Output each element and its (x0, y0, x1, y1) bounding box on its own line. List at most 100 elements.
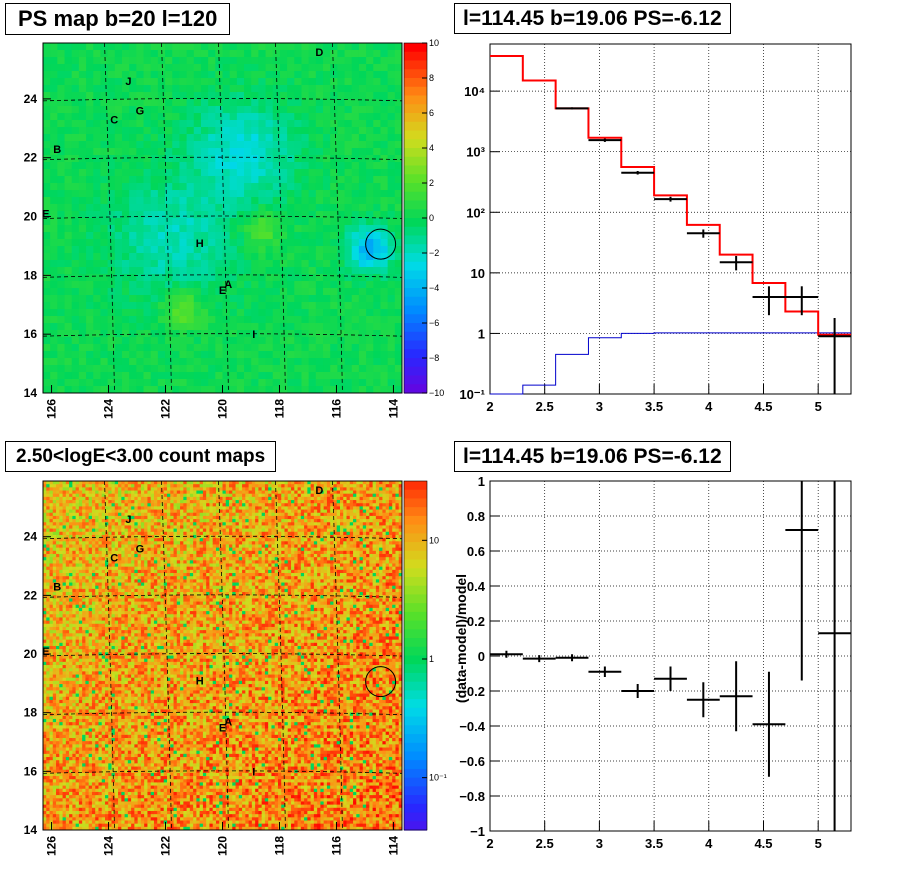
source-label: E (219, 722, 226, 734)
y-tick-label: 20 (24, 647, 38, 661)
source-label: G (136, 106, 145, 118)
source-label: D (315, 485, 323, 497)
x-tick-label: 4 (705, 399, 713, 414)
y-tick-label: 10³ (466, 145, 485, 160)
y-tick-label: 18 (24, 268, 38, 282)
colorbar-tick-label: 6 (429, 108, 434, 118)
x-tick-label: 3.5 (645, 836, 663, 851)
spectrum-chart: 2 2.5 3 3.5 4 4.5 5 10⁴ 10³ 10² 10 1 10⁻¹ (449, 0, 898, 437)
x-tick-label: 126 (45, 399, 59, 419)
source-label: J (125, 76, 131, 88)
y-tick-label: 10⁻¹ (459, 387, 485, 402)
colorbar (404, 481, 427, 831)
x-tick-label: 3 (596, 399, 603, 414)
y-tick-label: 1 (478, 326, 485, 341)
y-tick-label: 16 (24, 327, 38, 341)
x-tick-label: 114 (386, 836, 400, 856)
x-tick-label: 4 (705, 836, 713, 851)
source-label: C (110, 114, 118, 126)
y-tick-label: 1 (478, 474, 485, 489)
source-label: E (219, 285, 226, 297)
y-tick-label: 16 (24, 764, 38, 778)
y-tick-label: 0.6 (467, 544, 485, 559)
source-label: B (53, 144, 61, 156)
source-label: H (196, 675, 204, 687)
colorbar-tick-label: −6 (429, 318, 439, 328)
y-tick-label: 10² (466, 205, 485, 220)
x-tick-label: 2 (486, 836, 493, 851)
ps-map-title: PS map b=20 l=120 (5, 3, 230, 35)
y-tick-label: 14 (24, 386, 38, 400)
source-label: G (136, 543, 145, 555)
colorbar-tick-label: −2 (429, 248, 439, 258)
y-tick-label: 0.4 (467, 579, 486, 594)
colorbar-tick-label: 10⁻¹ (429, 773, 447, 783)
spectrum-title: l=114.45 b=19.06 PS=-6.12 (454, 3, 731, 34)
colorbar-tick-label: 1 (429, 654, 434, 664)
source-label: I (252, 329, 255, 341)
x-tick-label: 122 (159, 836, 173, 856)
y-tick-label: −0.8 (459, 789, 485, 804)
y-tick-label: 0 (478, 649, 485, 664)
x-tick-label: 126 (45, 836, 59, 856)
x-tick-label: 4.5 (754, 399, 772, 414)
x-tick-label: 5 (815, 836, 822, 851)
y-tick-label: 24 (24, 92, 38, 106)
x-tick-label: 120 (216, 399, 230, 419)
x-tick-label: 124 (102, 399, 116, 419)
y-tick-label: 0.2 (467, 614, 485, 629)
y-tick-label: 18 (24, 706, 38, 720)
x-tick-label: 2.5 (536, 399, 554, 414)
residual-title: l=114.45 b=19.06 PS=-6.12 (454, 441, 731, 472)
y-tick-label: 22 (24, 588, 38, 602)
x-tick-label: 122 (159, 399, 173, 419)
source-label: H (196, 238, 204, 250)
y-tick-label: −0.4 (459, 719, 485, 734)
colorbar-tick-label: 10 (429, 535, 439, 545)
source-label: E (42, 209, 49, 221)
colorbar-tick-label: −4 (429, 283, 439, 293)
x-tick-label: 124 (102, 836, 116, 856)
colorbar-tick-label: 4 (429, 143, 434, 153)
heatmap-cells (43, 481, 403, 831)
y-tick-label: 0.8 (467, 509, 485, 524)
colorbar-tick-label: −10 (429, 388, 444, 398)
y-tick-label: 22 (24, 151, 38, 165)
x-tick-label: 114 (386, 399, 400, 419)
x-tick-label: 118 (272, 836, 286, 856)
heatmap-cells (43, 43, 403, 394)
series-line (490, 56, 851, 335)
source-label: D (315, 47, 323, 59)
x-tick-label: 5 (815, 399, 822, 414)
source-label: E (42, 646, 49, 658)
source-label: J (125, 514, 131, 526)
y-tick-label: 14 (24, 823, 38, 837)
x-tick-label: 120 (216, 836, 230, 856)
x-tick-label: 3.5 (645, 399, 663, 414)
y-tick-label: 24 (24, 530, 38, 544)
y-tick-label: 10⁴ (464, 84, 485, 99)
colorbar-tick-label: 8 (429, 73, 434, 83)
colorbar-tick-label: 0 (429, 213, 434, 223)
count-map-title: 2.50<logE<3.00 count maps (5, 441, 276, 472)
x-tick-label: 116 (329, 399, 343, 419)
source-label: C (110, 552, 118, 564)
y-tick-label: 10 (471, 266, 485, 281)
x-tick-label: 3 (596, 836, 603, 851)
y-tick-label: 20 (24, 210, 38, 224)
x-tick-label: 4.5 (754, 836, 772, 851)
colorbar-tick-label: 2 (429, 178, 434, 188)
y-tick-label: −0.6 (459, 754, 485, 769)
colorbar-tick-label: −8 (429, 353, 439, 363)
source-label: I (252, 766, 255, 778)
x-tick-label: 116 (329, 836, 343, 856)
y-axis-label: (data-model)/model (453, 574, 469, 703)
spectrum-panel: 2 2.5 3 3.5 4 4.5 5 10⁴ 10³ 10² 10 1 10⁻¹ l=114.45 b… (449, 0, 898, 437)
x-tick-label: 2 (486, 399, 493, 414)
